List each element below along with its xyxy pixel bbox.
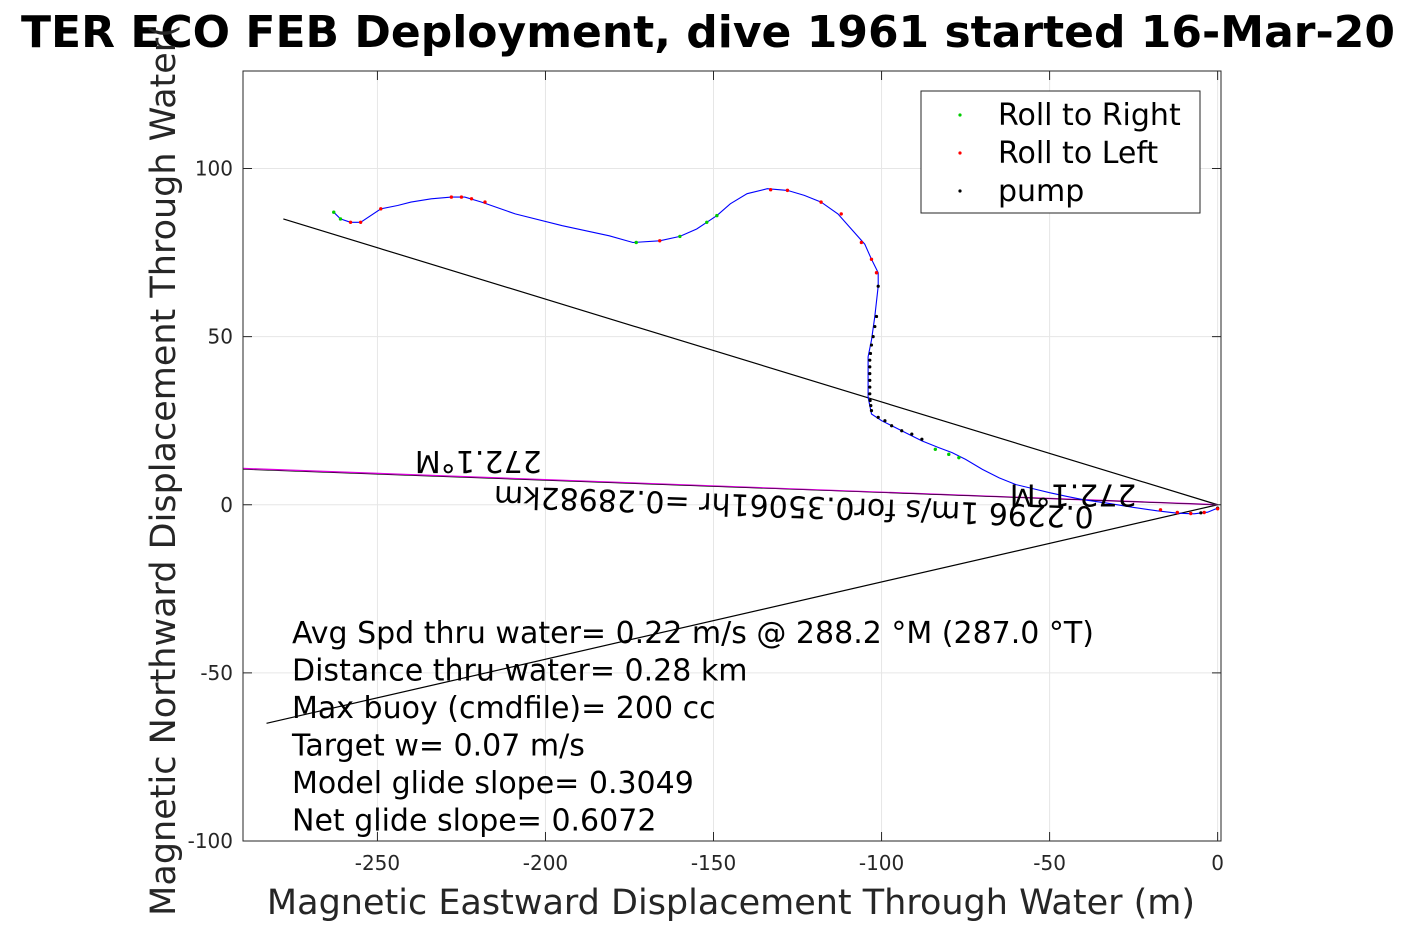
pump-point [910, 432, 914, 436]
pump-point [868, 392, 872, 396]
pump-point [874, 314, 879, 319]
pump-point [900, 429, 904, 433]
pump-point [876, 415, 880, 419]
y-axis-label: Magnetic Northward Displacement Through … [144, 24, 184, 916]
legend-label-roll-left: Roll to Left [998, 136, 1158, 171]
roll-left-point [874, 271, 879, 275]
pump-point [873, 324, 877, 329]
legend-box [920, 90, 1201, 214]
pump-point [869, 409, 874, 413]
stats-line: Net glide slope= 0.6072 [292, 804, 656, 839]
pump-point [868, 351, 873, 356]
pump-point [868, 385, 872, 389]
roll-left-point [658, 239, 662, 243]
roll-left-point [483, 200, 487, 204]
x-tick-label: -200 [523, 851, 568, 875]
x-tick-label: -50 [1033, 851, 1066, 875]
stats-block: Avg Spd thru water= 0.22 m/s @ 288.2 °M … [291, 616, 1094, 839]
stats-line: Model glide slope= 0.3049 [292, 766, 694, 801]
y-tick-label: -100 [188, 829, 233, 853]
x-tick-label: -250 [355, 851, 400, 875]
heading-line [266, 504, 1218, 724]
legend-marker-roll-left [958, 151, 962, 155]
pump-point [868, 378, 872, 382]
roll-left-point [869, 257, 874, 261]
stats-line: Max buoy (cmdfile)= 200 cc [292, 691, 716, 726]
pump-point [869, 403, 873, 408]
roll-left-point [839, 212, 843, 216]
roll-left-point [1189, 511, 1193, 516]
heading-line [283, 218, 1218, 506]
roll-right-point [332, 210, 336, 214]
roll-left-point [785, 188, 790, 193]
heading-annotation: 272.1°M [415, 443, 542, 478]
roll-left-point [768, 187, 773, 192]
legend: Roll to Right Roll to Left pump [920, 90, 1201, 214]
roll-left-point [1158, 508, 1163, 512]
roll-left-point [1175, 510, 1180, 515]
reference-lines [242, 218, 1218, 724]
roll-right-point [933, 447, 938, 451]
roll-right-point [947, 452, 951, 457]
markers [332, 187, 1220, 516]
pump-point [868, 398, 872, 403]
pump-point [869, 343, 874, 347]
roll-left-point [459, 195, 464, 199]
x-axis-label: Magnetic Eastward Displacement Through W… [267, 883, 1195, 923]
y-tick-label: -50 [200, 661, 233, 685]
y-tick-label: 50 [208, 325, 233, 349]
pump-point [876, 284, 880, 288]
x-tick-label: 0 [1211, 851, 1224, 875]
ticks: -250 -200 -150 -100 -50 0 -100 -50 0 50 100 [188, 71, 1224, 875]
pump-point [1199, 511, 1203, 515]
roll-left-point [859, 240, 864, 245]
legend-marker-roll-right [958, 113, 962, 117]
heading-annotation: 272.1°M [1010, 477, 1137, 512]
plot-frame [242, 70, 1222, 842]
pump-point [868, 365, 872, 369]
y-tick-label: 100 [195, 157, 233, 181]
roll-right-point [705, 220, 709, 225]
legend-marker-pump [958, 189, 962, 193]
pump-point [868, 372, 872, 376]
roll-right-point [957, 455, 961, 460]
roll-left-point [469, 197, 474, 201]
pump-point [868, 358, 872, 362]
roll-right-point [715, 213, 719, 218]
roll-left-point [449, 195, 454, 199]
pump-point [883, 419, 887, 423]
legend-label-roll-right: Roll to Right [998, 98, 1181, 133]
y-tick-label: 0 [220, 493, 233, 517]
net-displacement-line-dark [242, 469, 1218, 506]
stats-line: Target w= 0.07 m/s [291, 729, 585, 764]
stats-line: Avg Spd thru water= 0.22 m/s @ 288.2 °M … [292, 616, 1094, 651]
roll-right-point [678, 234, 682, 239]
pump-point [890, 424, 894, 428]
chart-title: TER ECO FEB Deployment, dive 1961 starte… [21, 7, 1395, 58]
roll-left-point [348, 220, 353, 225]
roll-left-point [819, 200, 823, 204]
roll-right-point [338, 217, 343, 221]
pump-point [871, 335, 875, 339]
legend-label-pump: pump [998, 174, 1084, 209]
roll-left-point [358, 220, 363, 225]
roll-left-point [1202, 510, 1206, 515]
x-tick-label: -150 [691, 851, 736, 875]
roll-right-point [634, 240, 638, 245]
stats-line: Distance thru water= 0.28 km [292, 654, 747, 689]
pump-point [920, 437, 924, 441]
roll-left-point [379, 207, 383, 211]
x-tick-label: -100 [859, 851, 904, 875]
roll-left-point [1215, 507, 1220, 511]
